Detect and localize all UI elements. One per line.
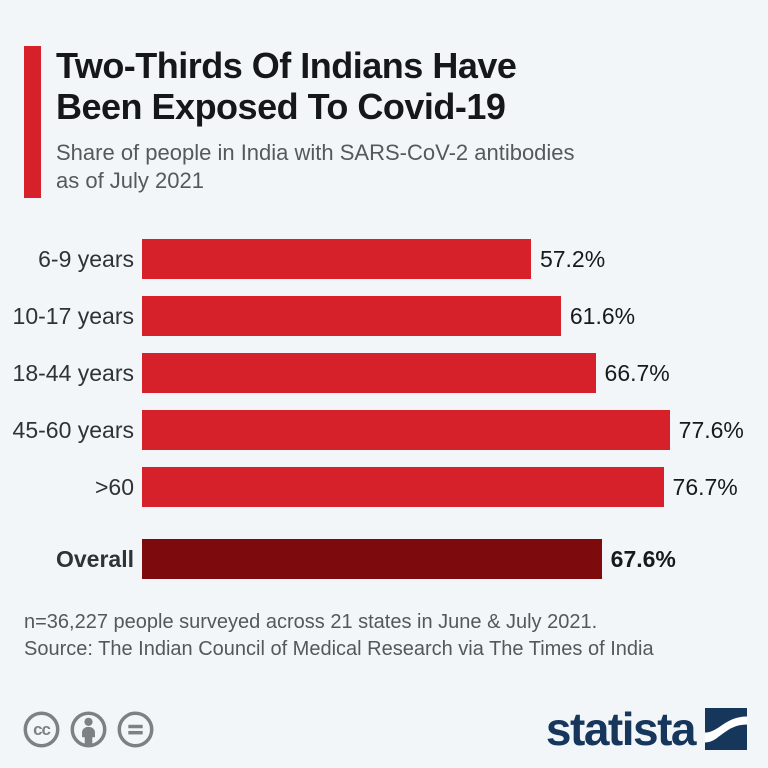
category-label: Overall: [56, 545, 134, 572]
bar-chart: 6-9 years 57.2% 10-17 years 61.6% 18-44 year…: [0, 239, 768, 579]
chart-row: >60 76.7%: [0, 467, 768, 507]
chart-title: Two-Thirds Of Indians Have Been Exposed T…: [56, 45, 744, 127]
value-label: 61.6%: [569, 302, 636, 329]
overall-bar: [142, 539, 602, 579]
title-accent-bar: [24, 46, 41, 198]
category-label: 6-9 years: [38, 245, 134, 272]
chart-row: 45-60 years 77.6%: [0, 410, 768, 450]
attribution-icon: [70, 711, 107, 747]
sample-note: n=36,227 people surveyed across 21 state…: [24, 611, 598, 633]
subtitle-line-1: Share of people in India with SARS-CoV-2…: [56, 140, 575, 165]
statista-logo-mark: [705, 708, 747, 750]
value-bar: [142, 410, 670, 450]
title-line-2: Been Exposed To Covid-19: [56, 86, 506, 127]
source-note: Source: The Indian Council of Medical Re…: [24, 638, 654, 660]
bottom-bar: cc statista: [0, 703, 768, 755]
license-icons: cc: [22, 710, 155, 749]
statista-logo: statista: [545, 703, 747, 755]
value-label: 66.7%: [604, 359, 670, 386]
value-bar: [142, 239, 531, 279]
value-label: 76.7%: [672, 473, 738, 500]
footer-notes: n=36,227 people surveyed across 21 state…: [24, 609, 744, 663]
chart-row: 6-9 years 57.2%: [0, 239, 768, 279]
value-label: 57.2%: [539, 245, 606, 272]
category-label: 10-17 years: [12, 302, 134, 329]
category-label: >60: [94, 473, 134, 500]
header: Two-Thirds Of Indians Have Been Exposed T…: [0, 0, 768, 198]
chart-subtitle: Share of people in India with SARS-CoV-2…: [56, 139, 744, 195]
value-label: 67.6%: [610, 545, 676, 572]
svg-text:cc: cc: [33, 720, 50, 739]
category-label: 45-60 years: [12, 416, 134, 443]
title-line-1: Two-Thirds Of Indians Have: [56, 45, 517, 86]
statista-wordmark: statista: [545, 703, 697, 755]
cc-icon: cc: [23, 711, 60, 747]
value-label: 77.6%: [678, 416, 744, 443]
value-bar: [142, 467, 664, 507]
value-bar: [142, 353, 596, 393]
chart-row: 18-44 years 66.7%: [0, 353, 768, 393]
category-label: 18-44 years: [12, 359, 134, 386]
no-derivatives-icon: [117, 711, 154, 747]
chart-row-overall: Overall 67.6%: [0, 539, 768, 579]
value-bar: [142, 296, 561, 336]
subtitle-line-2: as of July 2021: [56, 168, 204, 193]
chart-row: 10-17 years 61.6%: [0, 296, 768, 336]
